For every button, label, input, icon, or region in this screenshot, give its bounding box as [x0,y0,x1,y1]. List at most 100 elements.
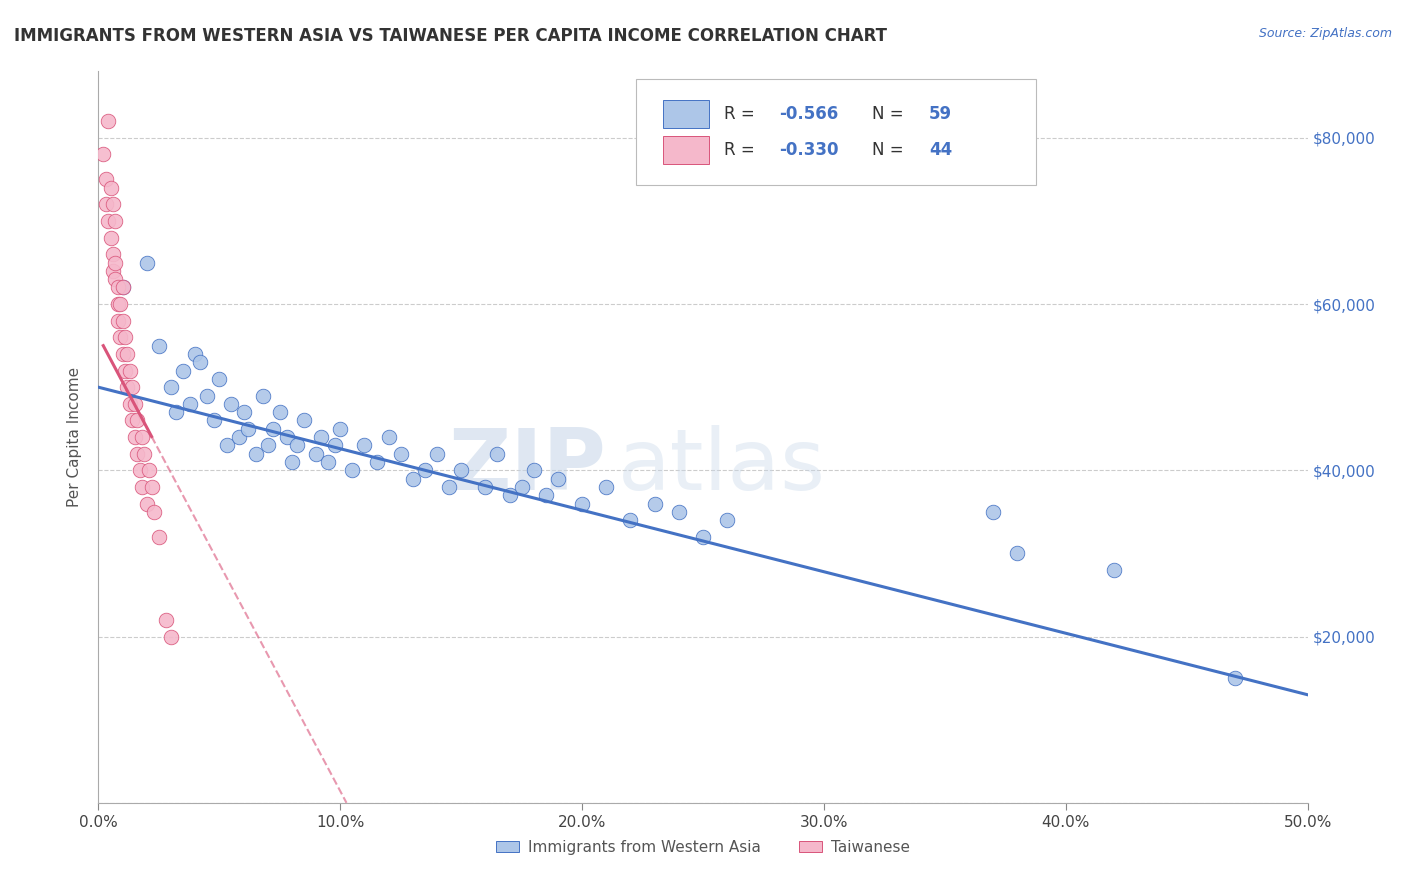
Text: R =: R = [724,141,759,160]
Point [138,463,160,477]
Text: ZIP: ZIP [449,425,606,508]
Y-axis label: Per Capita Income: Per Capita Income [67,367,83,508]
Point [1223,671,1246,685]
Point [97,114,120,128]
FancyBboxPatch shape [664,136,709,164]
Point [148,530,170,544]
Text: N =: N = [872,141,910,160]
FancyBboxPatch shape [664,100,709,128]
Point [124,430,146,444]
Point [523,463,546,477]
Point [389,447,412,461]
Point [534,488,557,502]
Point [179,397,201,411]
Text: Source: ZipAtlas.com: Source: ZipAtlas.com [1258,27,1392,40]
Point [195,388,218,402]
Text: N =: N = [872,104,910,123]
Point [619,513,641,527]
Point [208,372,231,386]
Point [104,255,127,269]
Point [188,355,211,369]
Point [668,505,690,519]
Point [107,280,129,294]
Point [165,405,187,419]
Point [104,214,127,228]
Point [292,413,315,427]
Point [127,413,149,427]
Point [644,497,666,511]
Point [124,397,146,411]
Point [128,463,150,477]
Point [97,214,120,228]
Point [1102,563,1125,577]
Point [366,455,388,469]
Point [262,422,284,436]
Point [256,438,278,452]
Point [329,422,352,436]
Point [437,480,460,494]
Point [305,447,328,461]
Point [232,405,254,419]
Text: 44: 44 [929,141,952,160]
Point [474,480,496,494]
Point [269,405,291,419]
Point [117,347,139,361]
Point [981,505,1004,519]
FancyBboxPatch shape [637,78,1035,185]
Point [281,455,304,469]
Point [160,630,183,644]
Point [121,380,143,394]
Point [450,463,472,477]
Legend: Immigrants from Western Asia, Taiwanese: Immigrants from Western Asia, Taiwanese [489,834,917,861]
Point [716,513,738,527]
Point [121,413,143,427]
Point [131,430,153,444]
Point [108,330,131,344]
Point [498,488,520,502]
Point [595,480,617,494]
Point [413,463,436,477]
Point [172,363,194,377]
Point [692,530,714,544]
Point [377,430,399,444]
Point [155,613,177,627]
Point [547,472,569,486]
Point [100,180,122,194]
Point [1007,546,1029,560]
Point [94,197,117,211]
Point [111,280,134,294]
Point [160,380,183,394]
Point [101,264,124,278]
Point [228,430,250,444]
Point [117,380,139,394]
Point [325,438,347,452]
Point [486,447,509,461]
Point [148,338,170,352]
Text: -0.566: -0.566 [779,104,838,123]
Text: atlas: atlas [619,425,827,508]
Point [94,172,117,186]
Point [215,438,238,452]
Point [135,497,157,511]
Point [127,447,149,461]
Point [114,330,136,344]
Point [107,297,129,311]
Point [104,272,127,286]
Point [309,430,332,444]
Point [135,255,157,269]
Point [342,463,364,477]
Point [426,447,449,461]
Text: IMMIGRANTS FROM WESTERN ASIA VS TAIWANESE PER CAPITA INCOME CORRELATION CHART: IMMIGRANTS FROM WESTERN ASIA VS TAIWANES… [14,27,887,45]
Point [141,480,163,494]
Point [353,438,375,452]
Point [510,480,533,494]
Point [245,447,267,461]
Point [285,438,308,452]
Text: R =: R = [724,104,759,123]
Point [571,497,593,511]
Point [108,297,131,311]
Point [184,347,207,361]
Text: -0.330: -0.330 [779,141,838,160]
Point [101,247,124,261]
Point [118,397,141,411]
